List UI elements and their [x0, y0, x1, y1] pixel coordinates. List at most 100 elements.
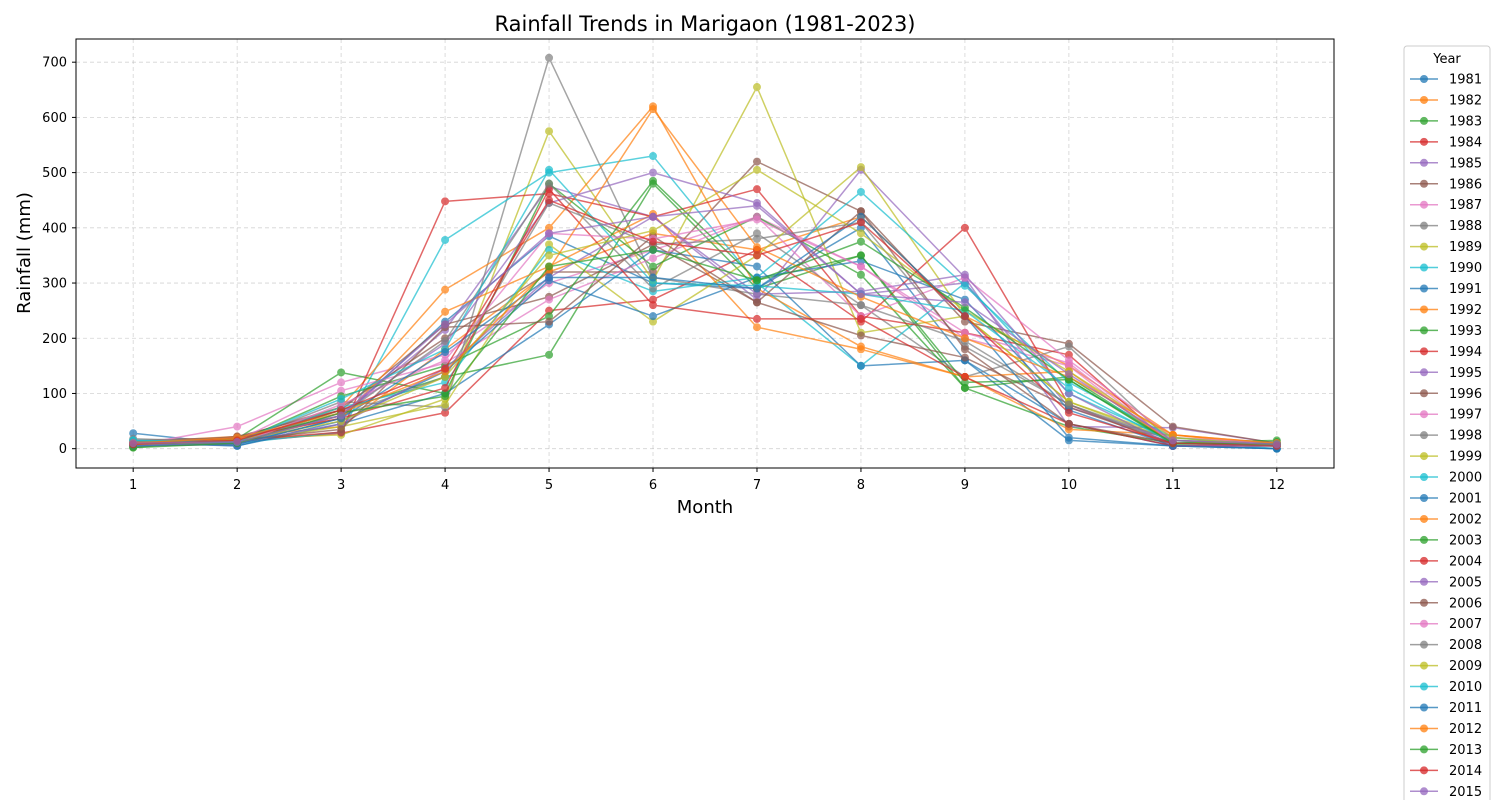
data-point: [337, 394, 346, 403]
legend-marker: [1420, 452, 1428, 461]
data-point: [856, 212, 865, 221]
legend-label: 2009: [1449, 659, 1482, 674]
data-point: [1064, 433, 1073, 442]
data-point: [649, 317, 658, 326]
series-line: [133, 57, 1277, 447]
series-line: [133, 169, 1277, 447]
legend-label: 2010: [1449, 680, 1482, 695]
legend-item: 1997: [1410, 408, 1482, 423]
data-point: [441, 364, 450, 373]
data-point: [129, 429, 138, 438]
data-point: [337, 378, 346, 387]
legend-item: 1999: [1410, 450, 1482, 465]
data-point: [752, 165, 761, 174]
data-point: [856, 290, 865, 299]
data-point: [960, 223, 969, 232]
legend-label: 1998: [1449, 429, 1482, 444]
x-tick-label: 7: [753, 478, 761, 493]
data-point: [1064, 342, 1073, 351]
data-point: [649, 168, 658, 177]
data-point: [649, 237, 658, 246]
legend-marker: [1420, 242, 1428, 251]
series-2015: [129, 201, 1281, 449]
x-tick-label: 5: [545, 478, 553, 493]
data-point: [1064, 389, 1073, 398]
y-tick-label: 400: [42, 221, 67, 236]
data-point: [856, 314, 865, 323]
x-tick-label: 10: [1061, 478, 1078, 493]
data-point: [752, 290, 761, 299]
data-point: [856, 163, 865, 172]
data-point: [960, 270, 969, 279]
data-point: [545, 262, 554, 271]
data-point: [649, 273, 658, 282]
legend-item: 1994: [1410, 345, 1482, 360]
legend-marker: [1420, 494, 1428, 502]
legend-label: 1984: [1449, 135, 1482, 150]
data-point: [752, 234, 761, 243]
data-point: [441, 337, 450, 346]
legend-item: 1986: [1410, 177, 1482, 192]
legend-item: 1989: [1410, 240, 1482, 255]
legend-item: 2012: [1410, 722, 1482, 737]
data-point: [649, 295, 658, 304]
data-point: [752, 185, 761, 194]
data-point: [545, 127, 554, 136]
data-point: [337, 425, 346, 434]
series-line: [133, 188, 1277, 447]
legend-marker: [1420, 347, 1428, 356]
legend-marker: [1420, 745, 1428, 754]
data-point: [545, 229, 554, 238]
data-point: [1064, 350, 1073, 359]
data-point: [441, 400, 450, 409]
series-1988: [129, 53, 1281, 450]
legend-label: 1993: [1449, 324, 1482, 339]
legend-label: 1996: [1449, 387, 1482, 402]
plot-frame: [75, 38, 1335, 469]
data-point: [441, 356, 450, 365]
legend-label: 2002: [1449, 512, 1482, 527]
data-point: [752, 276, 761, 285]
legend-item: 2011: [1410, 701, 1482, 716]
y-tick-label: 300: [42, 277, 67, 292]
series-line: [133, 108, 1277, 444]
legend-marker: [1420, 535, 1428, 544]
data-point: [752, 284, 761, 293]
legend-label: 2007: [1449, 617, 1482, 632]
data-point: [545, 312, 554, 321]
series-line: [133, 218, 1277, 447]
series-line: [133, 216, 1277, 447]
legend-marker: [1420, 368, 1428, 377]
y-tick-label: 200: [42, 332, 67, 347]
data-point: [752, 298, 761, 307]
data-point: [545, 295, 554, 304]
legend-marker: [1420, 221, 1428, 230]
data-point: [649, 226, 658, 235]
legend-item: 1996: [1410, 387, 1482, 402]
x-tick-label: 6: [649, 478, 657, 493]
data-point: [649, 176, 658, 185]
legend-marker: [1420, 787, 1428, 796]
data-point: [441, 348, 450, 357]
legend-marker: [1420, 95, 1428, 104]
legend-marker: [1420, 389, 1428, 398]
legend-label: 1994: [1449, 345, 1482, 360]
legend-marker: [1420, 766, 1428, 775]
data-point: [856, 262, 865, 271]
x-tick-label: 2: [233, 478, 241, 493]
legend-label: 1983: [1449, 114, 1482, 129]
data-point: [752, 157, 761, 166]
data-point: [752, 323, 761, 332]
data-point: [960, 312, 969, 321]
legend-label: 1989: [1449, 240, 1482, 255]
x-tick-label: 9: [961, 478, 969, 493]
data-point: [337, 411, 346, 420]
legend-marker: [1420, 640, 1428, 649]
legend-marker: [1420, 200, 1428, 209]
data-point: [441, 235, 450, 244]
x-tick-label: 8: [857, 478, 865, 493]
legend-label: 2004: [1449, 554, 1482, 569]
y-axis-ticks: 0 100 200 300 400 500 600 700: [42, 56, 76, 457]
data-point: [960, 383, 969, 392]
legend-label: 2008: [1449, 638, 1482, 653]
